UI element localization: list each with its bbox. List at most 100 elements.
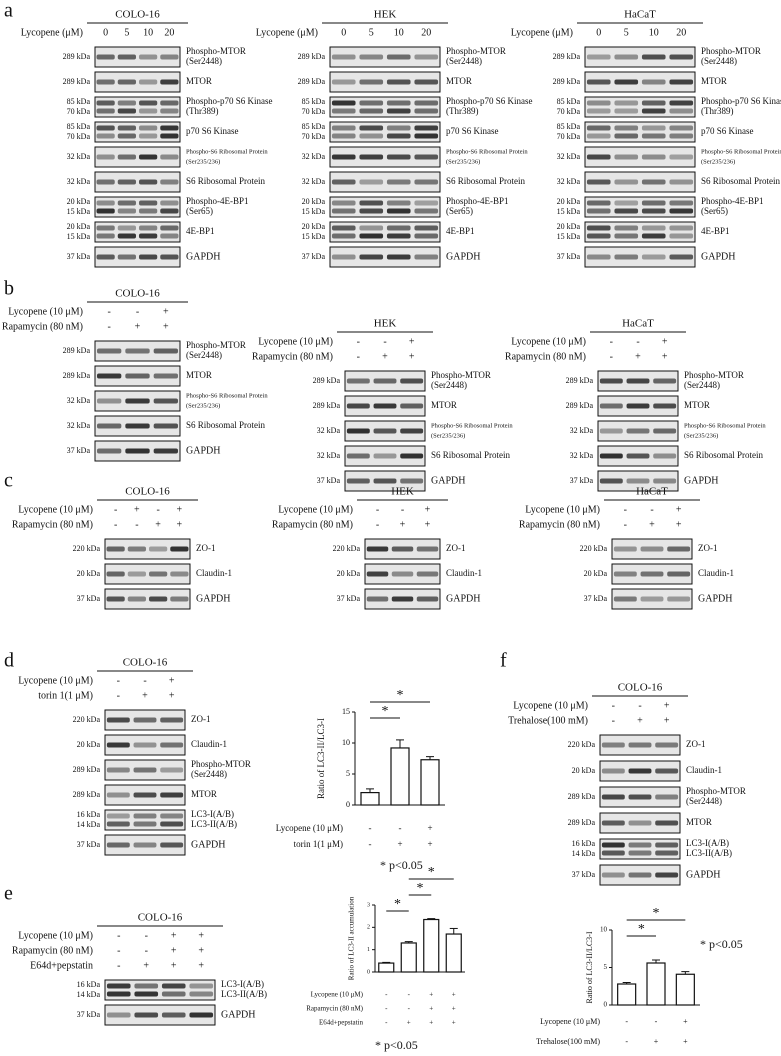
band: [400, 478, 424, 484]
protein-label: LC3-II(A/B): [191, 819, 237, 829]
significance-note: * p<0.05: [380, 858, 423, 872]
band: [359, 125, 384, 131]
band: [106, 767, 130, 773]
protein-label: (Ser235/236): [684, 432, 718, 439]
protein-label: Phospho-4E-BP1: [446, 196, 509, 206]
kda-label: 20 kDa: [572, 766, 596, 775]
lane-mark: -: [376, 519, 379, 530]
cell-line-title: COLO-16: [138, 912, 183, 924]
band: [414, 125, 439, 131]
kda-label: 20 kDa: [584, 569, 608, 578]
lane-mark: +: [409, 351, 415, 362]
band: [641, 225, 666, 231]
band: [117, 179, 137, 185]
cell-line-title: COLO-16: [115, 9, 160, 21]
bar: [378, 962, 395, 973]
treatment-label: Lycopene (μM): [256, 27, 318, 38]
condition-mark: -: [399, 823, 402, 833]
lane-mark: -: [145, 945, 148, 956]
lane-mark: +: [142, 690, 148, 701]
protein-label: LC3-I(A/B): [191, 809, 234, 819]
band: [160, 742, 184, 748]
kda-label: 289 kDa: [313, 376, 341, 385]
protein-label: S6 Ribosomal Protein: [701, 176, 781, 186]
cell-line-title: COLO-16: [115, 288, 160, 300]
band: [416, 571, 439, 577]
band: [414, 200, 439, 206]
treatment-label: torin 1(1 μM): [38, 690, 93, 701]
treatment-label: E64d+pepstatin: [30, 960, 93, 971]
kda-label: 289 kDa: [313, 401, 341, 410]
significance-star: *: [653, 906, 660, 921]
band: [669, 233, 694, 239]
protein-label: (Ser2448): [186, 56, 222, 66]
kda-label: 289 kDa: [63, 77, 91, 86]
treatment-label: Lycopene (10 μM): [513, 700, 588, 711]
band: [133, 767, 157, 773]
band: [655, 842, 679, 848]
band: [96, 254, 115, 260]
band: [148, 546, 168, 552]
kda-label: 32 kDa: [302, 152, 326, 161]
protein-label: (Thr389): [186, 106, 219, 116]
lane-mark: -: [357, 336, 360, 347]
blot-box: [104, 538, 191, 560]
band: [161, 991, 186, 997]
lane-mark: -: [357, 351, 360, 362]
lane-mark: 10: [143, 27, 153, 38]
band: [106, 983, 131, 989]
blot-box: [584, 221, 696, 243]
protein-label: p70 S6 Kinase: [701, 126, 754, 136]
band: [359, 100, 384, 106]
treatment-label: Lycopene (10 μM): [258, 336, 333, 347]
protein-label: ZO-1: [191, 714, 211, 724]
band: [400, 403, 424, 409]
band: [189, 991, 214, 997]
band: [669, 54, 694, 60]
blot-box: [329, 121, 441, 143]
band: [96, 423, 122, 429]
kda-label: 32 kDa: [570, 426, 594, 435]
kda-label: 15 kDa: [557, 207, 581, 216]
kda-label: 289 kDa: [73, 790, 101, 799]
band: [170, 546, 189, 552]
band: [599, 478, 623, 484]
protein-label: MTOR: [186, 370, 212, 380]
y-tick-label: 5: [346, 769, 350, 778]
band: [359, 254, 384, 260]
lane-mark: +: [163, 306, 169, 317]
blot-box: [329, 246, 441, 268]
kda-label: 70 kDa: [302, 107, 326, 116]
y-tick-label: 0: [604, 1001, 608, 1009]
condition-label: Lycopene (10 μM): [540, 1017, 600, 1026]
bar: [400, 942, 417, 973]
lane-mark: +: [171, 945, 177, 956]
band: [117, 100, 137, 106]
band: [653, 428, 677, 434]
band: [125, 448, 150, 454]
kda-label: 70 kDa: [557, 132, 581, 141]
band: [586, 254, 611, 260]
band: [653, 453, 677, 459]
lane-mark: -: [114, 519, 117, 530]
band: [331, 254, 356, 260]
band: [138, 154, 158, 160]
band: [359, 108, 384, 114]
protein-label: GAPDH: [431, 475, 465, 486]
blot-box: [611, 538, 693, 560]
protein-label: Claudin-1: [686, 765, 722, 775]
kda-label: 37 kDa: [77, 1010, 101, 1019]
protein-label: LC3-I(A/B): [686, 838, 729, 848]
band: [138, 200, 158, 206]
band: [125, 348, 150, 354]
lane-mark: -: [612, 715, 615, 726]
band: [386, 79, 411, 85]
significance-star: *: [428, 865, 435, 880]
protein-label: MTOR: [684, 400, 710, 410]
treatment-label: Rapamycin (80 nM): [505, 351, 586, 362]
band: [614, 79, 639, 85]
band: [416, 596, 439, 602]
kda-label: 20 kDa: [302, 222, 326, 231]
treatment-label: Lycopene (10 μM): [18, 930, 93, 941]
band: [614, 233, 639, 239]
